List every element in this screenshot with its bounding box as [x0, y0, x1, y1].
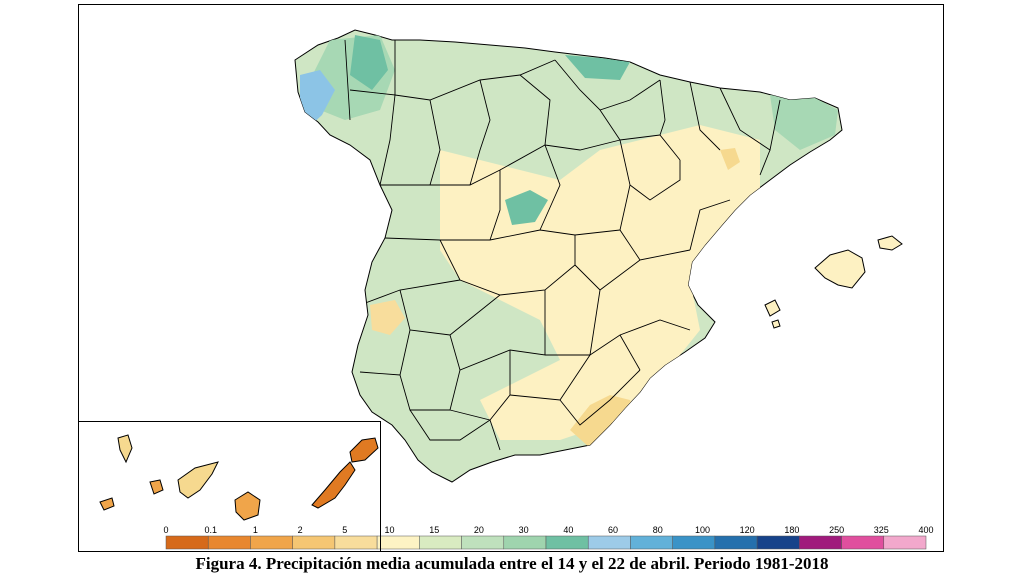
- legend-tick-label: 30: [518, 525, 529, 535]
- wettest-zone-galicia: [300, 70, 335, 128]
- legend-swatch: [799, 535, 842, 550]
- legend-swatch: [672, 535, 716, 550]
- island-el-hierro: [99, 497, 115, 511]
- legend-swatch: [756, 535, 800, 550]
- legend-tick-label: 120: [739, 525, 755, 535]
- legend-swatch: [545, 535, 589, 550]
- island-menorca: [877, 235, 903, 251]
- legend-tick-label: 180: [784, 525, 800, 535]
- wet-zone-north: [350, 35, 388, 90]
- island-ibiza: [764, 299, 781, 317]
- legend-tick-label: 250: [829, 525, 845, 535]
- legend-tick-label: 100: [694, 525, 710, 535]
- legend-swatch: [503, 535, 547, 550]
- legend-colorbar: [165, 535, 927, 550]
- legend-swatch: [376, 535, 420, 550]
- baleares: [764, 235, 903, 329]
- island-mallorca: [814, 249, 866, 289]
- legend-swatch: [461, 535, 505, 550]
- legend-tick-label: 40: [563, 525, 574, 535]
- legend-tick-label: 5: [342, 525, 348, 535]
- legend-tick-label: 2: [297, 525, 303, 535]
- canarias: [99, 434, 379, 521]
- legend-tick-label: 80: [652, 525, 663, 535]
- island-la-palma: [117, 434, 133, 464]
- legend-tick-label: 15: [429, 525, 440, 535]
- legend-tick-label: 0: [163, 525, 169, 535]
- island-lanzarote: [349, 437, 379, 463]
- legend-swatch: [841, 535, 885, 550]
- legend-tick-label: 10: [384, 525, 395, 535]
- legend-tick-label: 60: [608, 525, 619, 535]
- peninsula: [294, 29, 843, 483]
- dry-zone-west: [370, 300, 405, 335]
- island-tenerife: [177, 461, 219, 499]
- island-fuerteventura: [311, 461, 356, 509]
- legend-tick-label: 0.1: [204, 525, 217, 535]
- legend-swatch: [587, 535, 631, 550]
- legend-tick-label: 400: [918, 525, 934, 535]
- legend-tick-label: 325: [873, 525, 889, 535]
- legend-swatch: [714, 535, 758, 550]
- figure-caption: Figura 4. Precipitación media acumulada …: [195, 554, 829, 573]
- canarias-inset-frame: [78, 421, 381, 552]
- legend-swatch: [883, 535, 927, 550]
- dry-zone-east: [720, 148, 740, 170]
- legend-tick-label: 1: [252, 525, 258, 535]
- legend-swatch: [630, 535, 673, 550]
- wet-zone-sistema-central: [505, 190, 548, 225]
- province-borders: [344, 39, 781, 451]
- island-gran-canaria: [234, 491, 261, 521]
- island-la-gomera: [149, 479, 164, 495]
- island-formentera: [771, 319, 781, 329]
- legend-swatch: [419, 535, 462, 550]
- wet-zone-pyrenees: [770, 95, 838, 150]
- legend-tick-label: 20: [473, 525, 484, 535]
- wet-zone-cantabria: [565, 55, 630, 80]
